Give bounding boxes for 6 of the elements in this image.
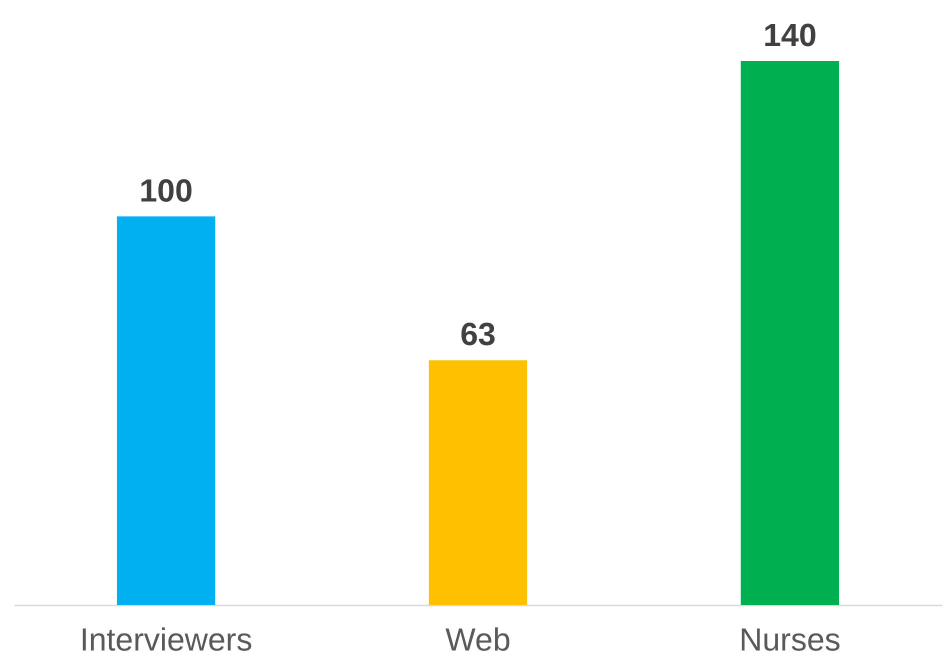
x-tick-label: Nurses	[739, 622, 841, 658]
data-label: 140	[763, 17, 817, 53]
data-label: 63	[460, 316, 496, 352]
data-label: 100	[139, 172, 193, 208]
x-tick-label: Interviewers	[80, 622, 252, 658]
x-tick-label: Web	[445, 622, 511, 658]
